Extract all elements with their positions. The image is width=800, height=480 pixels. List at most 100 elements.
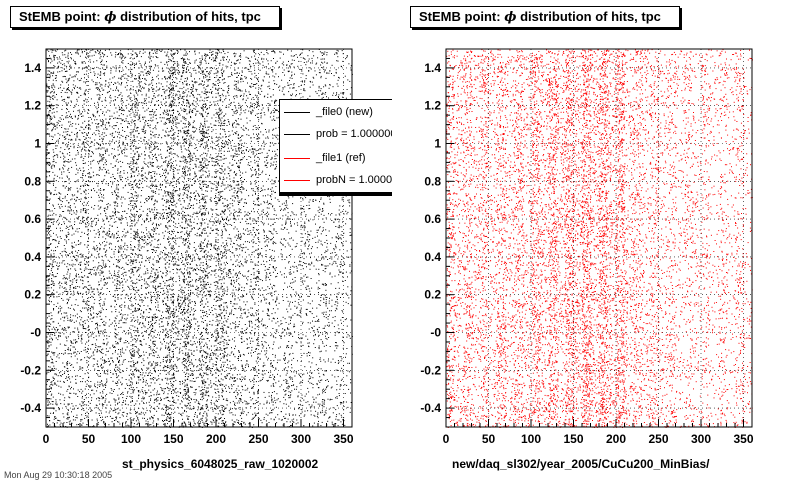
scatter-point: [166, 55, 168, 57]
scatter-point: [224, 350, 226, 352]
scatter-point: [181, 58, 183, 60]
scatter-point: [101, 59, 103, 61]
scatter-point: [299, 54, 301, 56]
scatter-point: [234, 298, 236, 300]
scatter-point: [166, 150, 168, 152]
scatter-point: [109, 260, 111, 262]
scatter-point: [131, 73, 133, 75]
scatter-point: [70, 268, 72, 270]
scatter-point: [281, 332, 283, 334]
scatter-point: [342, 92, 344, 93]
scatter-point: [82, 378, 84, 380]
scatter-point: [176, 264, 178, 266]
scatter-point: [157, 296, 159, 298]
scatter-point: [289, 238, 291, 240]
scatter-point: [86, 209, 88, 211]
scatter-point: [257, 163, 259, 165]
scatter-point: [191, 179, 193, 180]
scatter-point: [202, 389, 204, 391]
scatter-point: [209, 156, 211, 158]
scatter-point: [173, 217, 175, 219]
scatter-point: [107, 259, 109, 261]
scatter-point: [190, 281, 192, 283]
scatter-point: [290, 402, 292, 404]
scatter-point: [292, 203, 294, 205]
scatter-point: [185, 240, 187, 242]
scatter-point: [261, 210, 263, 212]
scatter-point: [103, 194, 104, 196]
scatter-point: [114, 191, 116, 193]
scatter-point: [217, 50, 219, 52]
scatter-point: [204, 55, 206, 56]
scatter-point: [120, 123, 122, 125]
scatter-point: [217, 261, 219, 262]
scatter-point: [327, 259, 329, 260]
scatter-point: [169, 75, 171, 77]
scatter-point: [47, 107, 49, 109]
scatter-point: [211, 146, 213, 148]
scatter-point: [252, 293, 254, 295]
scatter-point: [252, 190, 254, 192]
scatter-point: [167, 193, 169, 195]
scatter-point: [304, 280, 306, 282]
scatter-point: [226, 404, 228, 406]
scatter-point: [284, 352, 286, 354]
scatter-point: [59, 71, 61, 73]
scatter-point: [136, 232, 138, 234]
scatter-point: [222, 254, 223, 256]
scatter-point: [270, 377, 272, 378]
scatter-point: [192, 337, 194, 339]
scatter-point: [91, 317, 93, 319]
scatter-point: [235, 408, 237, 410]
scatter-point: [115, 131, 117, 133]
scatter-point: [282, 215, 284, 217]
scatter-point: [259, 112, 261, 114]
scatter-point: [223, 246, 225, 248]
scatter-point: [190, 225, 192, 227]
scatter-point: [58, 120, 60, 122]
scatter-point: [49, 273, 51, 275]
scatter-point: [117, 294, 118, 296]
scatter-point: [208, 129, 210, 131]
scatter-point: [124, 185, 126, 187]
scatter-point: [101, 196, 103, 198]
scatter-point: [98, 332, 100, 334]
scatter-point: [84, 67, 86, 69]
scatter-point: [85, 73, 87, 75]
scatter-point: [124, 145, 126, 147]
scatter-point: [139, 391, 141, 393]
scatter-point: [191, 353, 193, 355]
scatter-point: [187, 178, 189, 180]
scatter-point: [275, 382, 277, 384]
scatter-point: [96, 322, 98, 324]
scatter-point: [210, 266, 212, 267]
scatter-point: [324, 69, 326, 71]
scatter-point: [142, 334, 144, 336]
scatter-point: [97, 231, 99, 233]
scatter-point: [272, 365, 273, 366]
scatter-point: [184, 364, 185, 366]
scatter-point: [100, 154, 102, 156]
scatter-point: [194, 196, 196, 197]
scatter-point: [211, 374, 213, 376]
scatter-point: [139, 374, 141, 376]
scatter-point: [136, 330, 138, 332]
scatter-point: [170, 107, 172, 108]
scatter-point: [258, 133, 260, 135]
scatter-point: [169, 360, 171, 362]
scatter-point: [158, 189, 160, 191]
scatter-point: [181, 303, 183, 305]
scatter-point: [237, 123, 239, 125]
scatter-point: [196, 139, 198, 141]
scatter-point: [177, 322, 179, 324]
scatter-point: [132, 170, 134, 172]
scatter-point: [121, 98, 123, 99]
scatter-point: [240, 178, 241, 180]
scatter-point: [157, 301, 159, 303]
scatter-point: [213, 158, 215, 159]
scatter-point: [244, 366, 246, 368]
scatter-point: [298, 391, 300, 393]
scatter-point: [338, 76, 339, 78]
scatter-point: [75, 276, 77, 278]
scatter-point: [218, 183, 219, 185]
